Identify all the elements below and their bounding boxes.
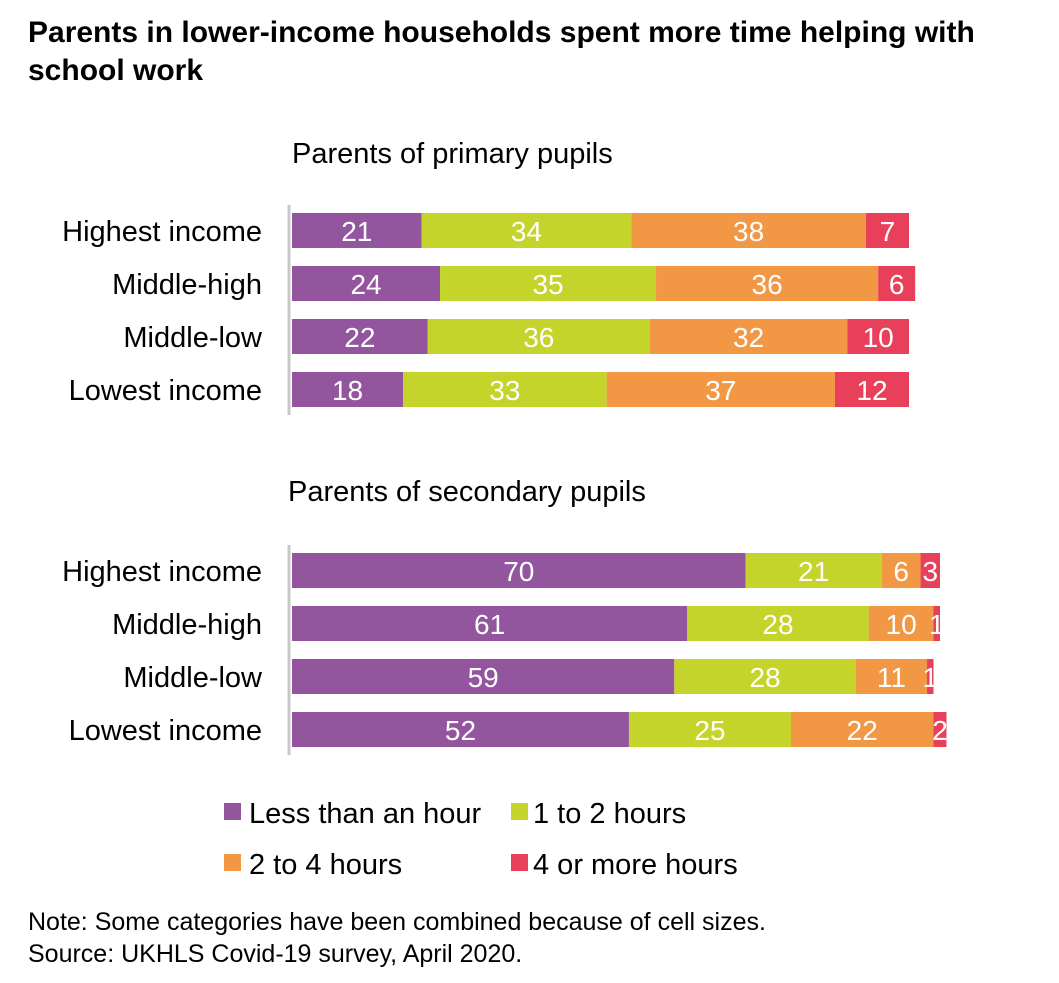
chart-title: Parents in lower-income households spent… xyxy=(28,16,975,87)
note-text: Note: Some categories have been combined… xyxy=(28,908,766,936)
bar-value-label: 3 xyxy=(922,556,938,587)
category-label: Highest income xyxy=(62,556,262,588)
bar-segment xyxy=(421,213,632,248)
bar-value-label: 36 xyxy=(752,269,783,300)
bar-value-label: 21 xyxy=(798,556,829,587)
bar-value-label: 6 xyxy=(889,269,905,300)
bar-value-label: 36 xyxy=(523,322,554,353)
bar-segment xyxy=(674,659,856,694)
category-label: Middle-low xyxy=(123,322,263,354)
bar-segment xyxy=(292,659,675,694)
bar-segment xyxy=(440,266,657,301)
category-label: Highest income xyxy=(62,216,262,248)
source-text: Source: UKHLS Covid-19 survey, April 202… xyxy=(28,940,523,968)
bar-value-label: 7 xyxy=(880,216,896,247)
legend-label: 4 or more hours xyxy=(533,849,738,881)
bar-value-label: 22 xyxy=(847,715,878,746)
bar-value-label: 32 xyxy=(733,322,764,353)
bar-value-label: 52 xyxy=(445,715,476,746)
bar-value-label: 59 xyxy=(468,662,499,693)
category-label: Middle-low xyxy=(123,662,263,694)
bar-value-label: 34 xyxy=(511,216,542,247)
bar-segment xyxy=(656,266,879,301)
legend-label: Less than an hour xyxy=(249,798,482,830)
legend-swatch xyxy=(224,854,241,871)
bar-segment xyxy=(790,712,934,747)
category-label: Lowest income xyxy=(69,375,262,407)
bar-value-label: 25 xyxy=(694,715,725,746)
bar-segment xyxy=(292,266,441,301)
bar-segment xyxy=(649,319,848,354)
bar-segment xyxy=(427,319,650,354)
bar-segment xyxy=(631,213,866,248)
legend-label: 1 to 2 hours xyxy=(533,798,686,830)
bar-segment xyxy=(606,372,835,407)
bar-value-label: 11 xyxy=(877,662,906,693)
bar-segment xyxy=(687,606,869,641)
bar-segment xyxy=(628,712,791,747)
bar-value-label: 38 xyxy=(733,216,764,247)
bar-segment xyxy=(855,659,928,694)
bar-segment xyxy=(403,372,607,407)
bar-value-label: 24 xyxy=(350,269,381,300)
category-label: Middle-high xyxy=(112,609,262,641)
legend-label: 2 to 4 hours xyxy=(249,849,402,881)
bar-segment xyxy=(292,712,629,747)
bar-value-label: 22 xyxy=(344,322,375,353)
bar-value-label: 70 xyxy=(503,556,534,587)
bar-value-label: 21 xyxy=(341,216,372,247)
bar-segment xyxy=(933,712,947,747)
bar-segment xyxy=(292,606,688,641)
bar-value-label: 28 xyxy=(749,662,780,693)
bar-segment xyxy=(292,553,746,588)
bar-value-label: 35 xyxy=(532,269,563,300)
bar-value-label: 18 xyxy=(332,375,363,406)
bar-value-label: 2 xyxy=(932,715,948,746)
bar-value-label: 28 xyxy=(762,609,793,640)
bar-value-label: 61 xyxy=(474,609,505,640)
panel-title-2: Parents of secondary pupils xyxy=(288,476,646,508)
category-label: Middle-high xyxy=(112,269,262,301)
bar-segment xyxy=(881,553,921,588)
panel-title-1: Parents of primary pupils xyxy=(292,138,613,170)
bar-segment xyxy=(292,372,404,407)
bar-segment xyxy=(933,606,940,641)
chart-notes: Note: Some categories have been combined… xyxy=(28,906,766,970)
bar-value-label: 1 xyxy=(922,662,938,693)
bar-value-label: 1 xyxy=(929,609,945,640)
bar-segment xyxy=(745,553,882,588)
legend-swatch xyxy=(511,854,528,871)
bar-segment xyxy=(927,659,934,694)
bar-segment xyxy=(292,319,428,354)
chart-area: Parents of primary pupils Highest income 2… xyxy=(62,138,948,881)
bar-segment xyxy=(847,319,909,354)
bar-value-label: 6 xyxy=(893,556,909,587)
category-label: Lowest income xyxy=(69,715,262,747)
bar-value-label: 10 xyxy=(863,322,894,353)
bar-segment xyxy=(878,266,916,301)
bar-segment xyxy=(920,553,940,588)
bar-value-label: 37 xyxy=(705,375,736,406)
bar-value-label: 33 xyxy=(489,375,520,406)
legend-swatch xyxy=(511,803,528,820)
bar-segment xyxy=(865,213,909,248)
bar-value-label: 10 xyxy=(886,609,917,640)
bar-value-label: 12 xyxy=(856,375,887,406)
legend-swatch xyxy=(224,803,241,820)
bar-segment xyxy=(868,606,934,641)
bar-segment xyxy=(834,372,909,407)
bar-segment xyxy=(292,213,422,248)
